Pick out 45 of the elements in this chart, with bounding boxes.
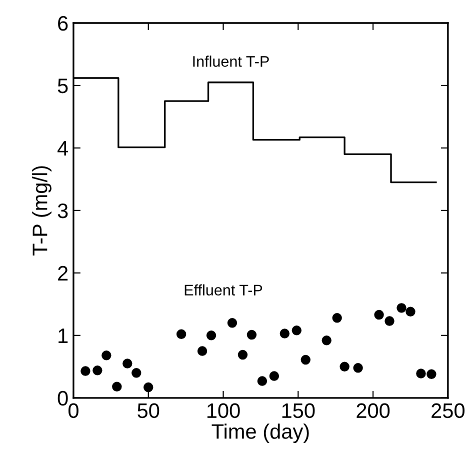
y-tick-label: 3 — [58, 203, 68, 218]
point — [340, 362, 350, 372]
point — [92, 366, 102, 376]
point — [122, 358, 132, 368]
point — [426, 369, 436, 380]
point — [176, 329, 186, 340]
point — [406, 306, 416, 317]
point — [206, 330, 216, 340]
point — [322, 336, 332, 346]
y-axis-title: T-P (mg/l) — [32, 166, 52, 256]
point — [332, 313, 342, 323]
x-axis-title: Time (day) — [212, 424, 309, 443]
point — [80, 366, 90, 376]
point — [144, 382, 154, 392]
point — [280, 328, 290, 338]
point — [384, 316, 394, 326]
x-tick-label: 100 — [207, 403, 240, 418]
x-tick-label: 150 — [282, 403, 315, 418]
point — [102, 350, 112, 360]
series-label: Influent T-P — [193, 56, 269, 67]
point — [257, 376, 268, 386]
point — [269, 371, 280, 381]
y-tick-label: 0 — [58, 390, 68, 406]
point — [353, 363, 363, 373]
point — [238, 350, 248, 360]
point — [227, 318, 238, 328]
x-tick-label: 50 — [138, 403, 160, 418]
x-tick-label: 250 — [432, 403, 464, 418]
y-tick-label: 5 — [58, 78, 68, 94]
point — [396, 303, 406, 313]
point — [112, 382, 122, 392]
y-tick-label: 2 — [58, 266, 68, 280]
y-tick-label: 4 — [58, 141, 68, 156]
y-tick-label: 1 — [58, 328, 68, 343]
point — [132, 368, 142, 378]
point — [292, 326, 302, 336]
point — [374, 310, 384, 320]
x-tick-label: 0 — [68, 403, 78, 418]
point — [197, 346, 208, 356]
y-tick-label: 6 — [58, 16, 68, 31]
point — [246, 330, 257, 340]
point — [300, 354, 310, 365]
x-tick-label: 200 — [356, 403, 390, 418]
series-label: Effluent T-P — [184, 284, 262, 296]
point — [416, 368, 426, 378]
